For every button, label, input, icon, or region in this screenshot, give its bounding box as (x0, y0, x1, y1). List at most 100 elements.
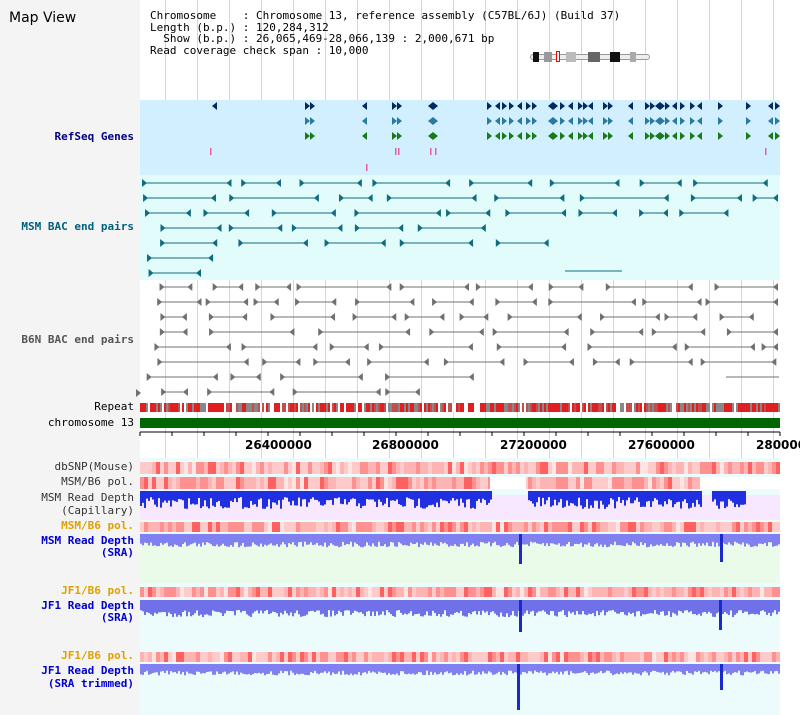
depth-bar (768, 600, 770, 613)
polymorphism-cell (152, 462, 156, 474)
depth-bar (206, 534, 208, 543)
depth-bar (752, 600, 754, 614)
repeat-segment (214, 403, 216, 412)
polymorphism-cell (156, 462, 160, 474)
depth-bar (596, 534, 598, 544)
polymorphism-cell (592, 522, 596, 532)
repeat-segment (156, 403, 158, 412)
depth-bar (392, 534, 394, 543)
depth-bar (580, 600, 582, 615)
depth-bar (420, 600, 422, 617)
polymorphism-cell (244, 652, 248, 662)
polymorphism-cell (500, 462, 504, 474)
depth-bar (582, 600, 584, 612)
polymorphism-cell (168, 652, 172, 662)
repeat-label: Repeat (94, 400, 134, 413)
depth-bar (236, 491, 238, 503)
polymorphism-cell (484, 477, 488, 489)
repeat-segment (258, 403, 260, 412)
depth-bar (276, 534, 278, 545)
depth-bar (724, 491, 726, 509)
polymorphism-cell (524, 652, 528, 662)
bac-end (405, 328, 411, 336)
depth-bar (692, 534, 694, 542)
repeat-segment (444, 403, 446, 412)
repeat-segment (528, 403, 530, 412)
depth-bar (298, 664, 300, 675)
polymorphism-cell (584, 652, 588, 662)
depth-bar (464, 664, 466, 672)
depth-bar (496, 600, 498, 616)
repeat-segment (260, 403, 262, 412)
depth-bar (664, 491, 666, 502)
depth-bar (554, 600, 556, 616)
polymorphism-cell (188, 462, 192, 474)
polymorphism-cell (560, 477, 564, 489)
polymorphism-cell (196, 587, 200, 597)
polymorphism-cell (180, 587, 184, 597)
bac-end (324, 239, 330, 247)
depth-bar (274, 491, 276, 503)
polymorphism-cell (172, 522, 176, 532)
bac-end (692, 313, 698, 321)
bac-end (605, 283, 611, 291)
depth-bar (686, 491, 688, 504)
polymorphism-cell (200, 477, 204, 489)
depth-bar (704, 664, 706, 672)
depth-bar (576, 664, 578, 674)
depth-bar (248, 600, 250, 616)
depth-bar (602, 491, 604, 505)
polymorphism-cell (176, 587, 180, 597)
refseq-genes-label[interactable]: RefSeq Genes (54, 130, 134, 143)
depth-bar (410, 664, 412, 675)
polymorphism-cell (248, 462, 252, 474)
depth-bar (450, 664, 452, 673)
coverage-span-line: Read coverage check span : 10,000 (150, 43, 369, 57)
depth-bar (474, 664, 476, 675)
repeat-segment (234, 403, 236, 412)
polymorphism-cell (604, 477, 608, 489)
b6n-bac-label[interactable]: B6N BAC end pairs (21, 333, 134, 346)
depth-bar (356, 534, 358, 544)
polymorphism-cell (652, 587, 656, 597)
repeat-segment (586, 403, 588, 412)
grid-line (741, 0, 742, 715)
repeat-segment (652, 403, 654, 412)
repeat-segment (356, 403, 358, 412)
repeat-segment (660, 403, 662, 412)
polymorphism-cell (264, 587, 268, 597)
depth-bar (266, 534, 268, 546)
depth-bar (704, 534, 706, 546)
depth-bar (534, 534, 536, 543)
depth-bar (456, 600, 458, 612)
repeat-segment (172, 403, 174, 412)
depth-bar (618, 491, 620, 498)
depth-bar (440, 534, 442, 543)
depth-bar (234, 534, 236, 543)
chromosome-ideogram[interactable] (530, 51, 650, 62)
depth-bar (482, 664, 484, 672)
polymorphism-cell (676, 477, 680, 489)
gene-feature (392, 102, 397, 110)
polymorphism-cell (144, 477, 148, 489)
polymorphism-cell (260, 522, 264, 532)
polymorphism-cell (448, 652, 452, 662)
polymorphism-cell (428, 477, 432, 489)
depth-bar (362, 491, 364, 506)
repeat-segment (314, 403, 316, 412)
depth-bar (252, 491, 254, 505)
polymorphism-cell (268, 587, 272, 597)
depth-bar (340, 491, 342, 504)
polymorphism-cell (740, 587, 744, 597)
repeat-segment (254, 403, 256, 412)
polymorphism-cell (424, 652, 428, 662)
gene-marker (430, 148, 432, 155)
repeat-segment (488, 403, 490, 412)
msm-bac-label[interactable]: MSM BAC end pairs (21, 220, 134, 233)
polymorphism-cell (256, 462, 260, 474)
polymorphism-cell (560, 652, 564, 662)
polymorphism-cell (692, 652, 696, 662)
gene-feature (665, 102, 670, 110)
depth-bar (758, 664, 760, 674)
